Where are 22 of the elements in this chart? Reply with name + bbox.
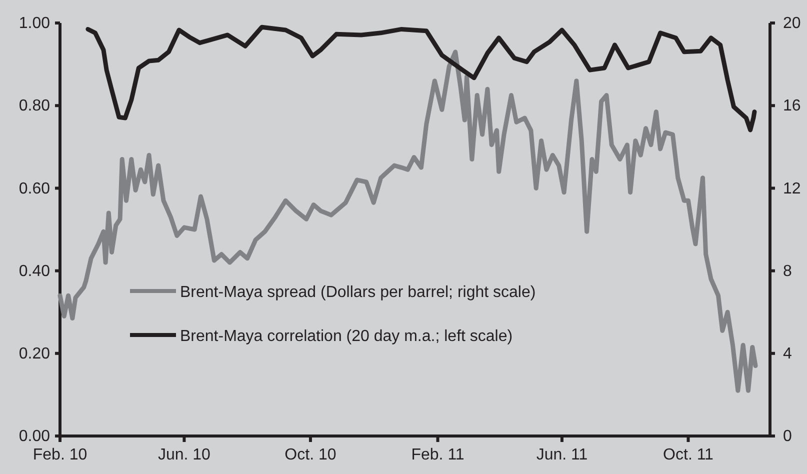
y-tick-label: 0.40 (18, 262, 50, 280)
y2-tick-label: 12 (783, 180, 801, 198)
y-tick-label: 1.00 (18, 15, 50, 32)
y-tick-label: 0.60 (18, 180, 50, 198)
x-tick-label: Feb. 10 (32, 446, 88, 464)
line-series (58, 50, 758, 393)
x-tick-label: Jun. 10 (158, 446, 211, 464)
x-tick-label: Oct. 10 (284, 446, 336, 464)
y-tick-label: 0.80 (18, 98, 50, 115)
y2-tick-label: 4 (783, 346, 792, 363)
x-tick-label: Jun. 11 (536, 446, 588, 464)
y-tick-label: 0.00 (18, 428, 50, 446)
y2-tick-label: 8 (783, 262, 792, 280)
y2-tick-label: 20 (783, 15, 801, 32)
y2-tick-label: 0 (783, 428, 792, 446)
x-tick-label: Oct. 11 (663, 446, 714, 464)
legend-label: Brent-Maya correlation (20 day m.a.; left scale) (180, 328, 513, 345)
line-series (86, 24, 757, 132)
y2-tick-label: 16 (783, 98, 801, 115)
x-tick-label: Feb. 11 (411, 446, 464, 464)
y-tick-label: 0.20 (18, 346, 50, 363)
legend-label: Brent-Maya spread (Dollars per barrel; right scale) (180, 284, 536, 301)
